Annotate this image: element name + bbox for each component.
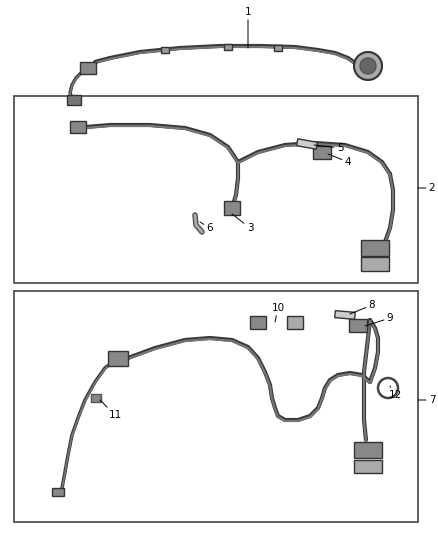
Text: 10: 10	[272, 303, 285, 322]
Bar	[80, 62, 96, 74]
Bar	[161, 47, 169, 53]
Text: 12: 12	[389, 386, 402, 400]
Bar	[224, 44, 232, 50]
Text: 5: 5	[314, 143, 343, 153]
Bar	[91, 394, 101, 402]
Text: 8: 8	[350, 300, 375, 314]
Bar	[14, 291, 418, 522]
Bar	[349, 319, 367, 332]
Bar	[361, 257, 389, 271]
Text: 1: 1	[245, 7, 251, 48]
Bar	[67, 95, 81, 105]
Bar	[297, 139, 318, 149]
Bar	[361, 240, 389, 256]
Text: 11: 11	[100, 400, 122, 420]
Bar	[354, 442, 382, 458]
Circle shape	[354, 52, 382, 80]
Bar	[313, 146, 331, 158]
Bar	[250, 316, 266, 328]
Bar	[70, 121, 86, 133]
Bar	[14, 96, 418, 283]
Text: 6: 6	[200, 222, 213, 233]
Bar	[335, 311, 355, 319]
Text: 3: 3	[232, 214, 253, 233]
Text: 4: 4	[328, 154, 351, 167]
Circle shape	[360, 58, 376, 74]
Text: 9: 9	[365, 313, 393, 326]
Bar	[108, 351, 128, 366]
Bar	[274, 45, 282, 51]
Bar	[52, 488, 64, 496]
Text: 7: 7	[418, 395, 435, 405]
Bar	[354, 459, 382, 472]
Text: 2: 2	[418, 183, 435, 193]
Bar	[224, 201, 240, 215]
Bar	[287, 316, 303, 328]
